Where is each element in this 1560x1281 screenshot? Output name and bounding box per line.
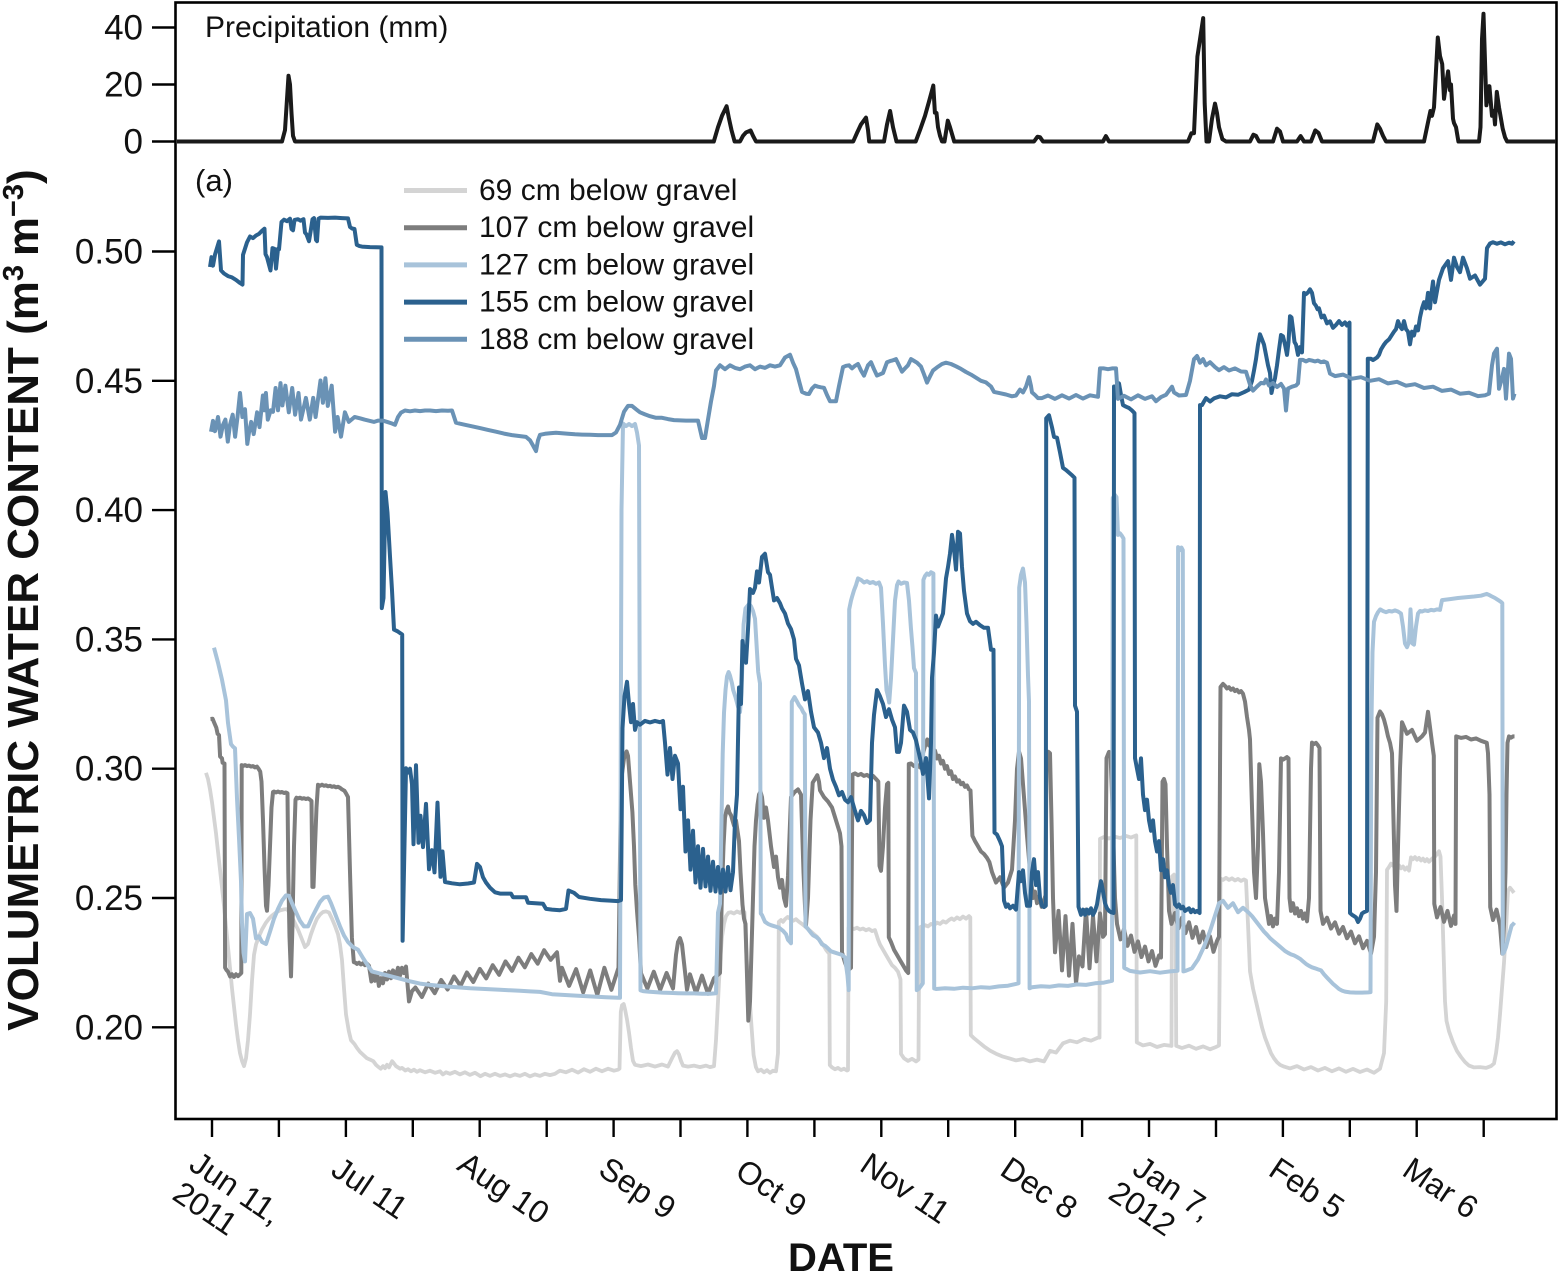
svg-text:155 cm below gravel: 155 cm below gravel (479, 286, 754, 319)
svg-text:DATE: DATE (788, 1236, 894, 1276)
svg-text:40: 40 (104, 9, 143, 48)
svg-text:0.25: 0.25 (75, 879, 143, 918)
svg-text:0: 0 (124, 123, 143, 162)
svg-text:0.50: 0.50 (75, 233, 143, 272)
svg-text:(a): (a) (195, 163, 233, 198)
svg-text:127 cm below gravel: 127 cm below gravel (479, 248, 754, 281)
svg-text:69 cm below gravel: 69 cm below gravel (479, 174, 737, 207)
svg-text:Precipitation (mm): Precipitation (mm) (205, 11, 448, 44)
svg-text:0.35: 0.35 (75, 620, 143, 659)
svg-text:0.20: 0.20 (75, 1008, 143, 1047)
svg-text:VOLUMETRIC WATER CONTENT (m3 m: VOLUMETRIC WATER CONTENT (m3 m−3) (0, 169, 48, 1030)
svg-text:0.30: 0.30 (75, 750, 143, 789)
svg-text:20: 20 (104, 66, 143, 105)
svg-text:188 cm below gravel: 188 cm below gravel (479, 323, 754, 356)
svg-text:0.40: 0.40 (75, 491, 143, 530)
svg-text:107 cm below gravel: 107 cm below gravel (479, 211, 754, 244)
svg-text:0.45: 0.45 (75, 362, 143, 401)
